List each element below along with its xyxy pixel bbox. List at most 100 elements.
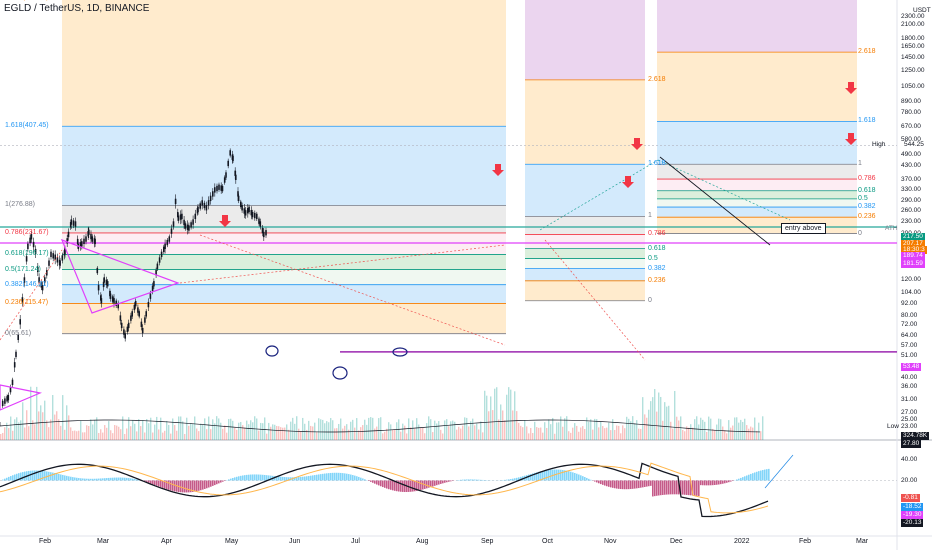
volume-bar <box>204 418 205 440</box>
volume-bar <box>428 416 429 440</box>
volume-bar <box>166 421 167 440</box>
volume-bar <box>662 421 663 440</box>
candle-body <box>68 232 70 237</box>
macd-histogram-bar <box>44 471 46 480</box>
volume-bar <box>80 421 81 440</box>
volume-bar <box>626 417 627 440</box>
macd-histogram-bar <box>170 481 172 491</box>
macd-histogram-bar <box>546 470 548 480</box>
price-axis-label: 290.00 <box>901 197 921 205</box>
volume-bar <box>292 418 293 440</box>
macd-histogram-bar <box>736 479 738 480</box>
fib-set-1-zone <box>62 233 506 255</box>
fib-set-3-level-label: 0.236 <box>858 213 876 221</box>
macd-histogram-bar <box>480 480 482 481</box>
volume-bar <box>16 417 17 440</box>
volume-bar <box>730 428 731 440</box>
macd-histogram-bar <box>706 481 708 486</box>
macd-histogram-bar <box>206 481 208 489</box>
macd-histogram-bar <box>98 479 100 481</box>
volume-bar <box>458 427 459 440</box>
macd-histogram-bar <box>216 481 218 485</box>
volume-bar <box>550 424 551 440</box>
macd-histogram-bar <box>364 479 366 480</box>
fib-set-3-level-label: 0 <box>858 230 862 238</box>
volume-bar <box>726 433 727 440</box>
volume-bar <box>380 417 381 440</box>
volume-bar <box>474 425 475 440</box>
fib-set-3-zone <box>657 121 857 164</box>
macd-histogram-bar <box>102 478 104 480</box>
macd-histogram-bar <box>202 481 204 490</box>
volume-bar <box>366 425 367 440</box>
volume-bar <box>660 397 661 440</box>
candle-body <box>128 323 130 328</box>
price-axis-label: 1450.00 <box>901 54 925 62</box>
low-ellipse <box>333 367 347 379</box>
candle-body <box>142 328 144 333</box>
fib-set-3-zone <box>657 207 857 217</box>
volume-bar <box>702 420 703 440</box>
time-axis-label: Oct <box>542 538 553 546</box>
volume-bar <box>456 430 457 440</box>
volume-bar <box>314 423 315 440</box>
volume-bar <box>494 389 495 440</box>
volume-bar <box>746 425 747 440</box>
macd-histogram-bar <box>616 481 618 489</box>
volume-bar <box>590 419 591 440</box>
macd-histogram-bar <box>240 476 242 481</box>
macd-histogram-bar <box>716 481 718 485</box>
candle-body <box>185 223 187 228</box>
fib-set-3-level-label: 0.382 <box>858 203 876 211</box>
price-axis-label: 31.00 <box>901 396 917 404</box>
candle-body <box>256 214 258 219</box>
volume-bar <box>300 431 301 440</box>
macd-histogram-bar <box>558 470 560 481</box>
volume-bar <box>448 426 449 440</box>
volume-bar <box>706 432 707 440</box>
volume-bar <box>522 427 523 440</box>
fib-set-1-level-label: 0.786(231.67) <box>5 229 49 237</box>
macd-histogram-bar <box>382 481 384 488</box>
macd-histogram-bar <box>72 477 74 480</box>
macd-histogram-bar <box>556 469 558 480</box>
candle-body <box>197 207 199 212</box>
macd-histogram-bar <box>124 478 126 481</box>
volume-bar <box>372 418 373 440</box>
volume-bar <box>132 420 133 440</box>
candle-body <box>19 319 21 324</box>
volume-bar <box>82 432 83 440</box>
macd-axis-label: 40.00 <box>901 456 917 464</box>
macd-histogram-bar <box>186 481 188 493</box>
volume-bar <box>244 428 245 440</box>
volume-bar <box>646 418 647 440</box>
candle-body <box>227 161 229 166</box>
volume-bar <box>156 417 157 440</box>
volume-bar <box>340 419 341 440</box>
volume-bar <box>142 420 143 440</box>
candle-body <box>52 253 54 258</box>
volume-bar <box>112 433 113 440</box>
volume-bar <box>278 426 279 440</box>
volume-bar <box>654 389 655 440</box>
fib-set-1-level-label: 0(65.61) <box>5 330 31 338</box>
volume-bar <box>66 405 67 440</box>
macd-histogram-bar <box>134 479 136 481</box>
volume-bar <box>664 402 665 440</box>
volume-bar <box>438 421 439 440</box>
macd-histogram-bar <box>606 481 608 487</box>
volume-bar <box>270 427 271 440</box>
candle-body <box>62 255 64 260</box>
time-axis-label: Nov <box>604 538 616 546</box>
candle-body <box>150 294 152 299</box>
volume-bar <box>600 422 601 440</box>
macd-histogram-bar <box>300 477 302 481</box>
macd-histogram-bar <box>712 481 714 486</box>
macd-histogram-bar <box>682 481 684 495</box>
volume-bar <box>138 419 139 440</box>
candle-body <box>178 216 180 221</box>
candle-body <box>12 380 14 385</box>
volume-bar <box>440 430 441 440</box>
macd-histogram-bar <box>8 477 10 481</box>
